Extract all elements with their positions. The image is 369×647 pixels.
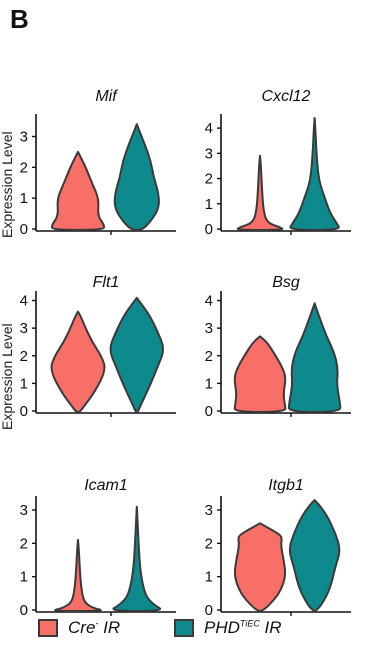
y-tick-label: 4 [205, 120, 213, 137]
violin-cre [236, 154, 284, 231]
legend-label-cre: Cre- IR [68, 618, 121, 637]
y-tick-label: 4 [205, 293, 213, 310]
violin-cre [50, 150, 106, 231]
panel-title: Itgb1 [268, 477, 304, 494]
y-tick-label: 0 [205, 602, 213, 619]
y-tick-label: 1 [205, 569, 213, 586]
y-tick-label: 3 [20, 320, 28, 337]
y-tick-label: 4 [20, 293, 28, 310]
violin-cre [54, 539, 102, 612]
y-tick-label: 2 [205, 535, 213, 552]
panel-title: Bsg [272, 274, 300, 291]
y-tick-label: 3 [205, 145, 213, 162]
y-tick-label: 2 [20, 535, 28, 552]
y-tick-label: 1 [205, 375, 213, 392]
y-tick-label: 2 [205, 348, 213, 365]
panel-itgb1: Itgb1 0 1 2 3 [205, 477, 351, 619]
violin-cre [233, 522, 287, 612]
violin-phd [109, 296, 165, 413]
violin-phd [289, 117, 340, 231]
y-tick-label: 0 [20, 602, 28, 619]
violin-phd [288, 499, 341, 612]
y-tick-label: 3 [20, 129, 28, 146]
panel-icam1: Icam1 0 1 2 3 [20, 477, 176, 619]
panel-title: Cxcl12 [262, 88, 311, 105]
panel-letter: B [10, 4, 29, 34]
legend-item-cre: Cre- IR [38, 618, 120, 638]
y-tick-label: 3 [20, 502, 28, 519]
y-tick-label: 3 [205, 320, 213, 337]
y-tick-label: 1 [20, 375, 28, 392]
panel-title: Mif [95, 88, 118, 105]
violin-phd [112, 505, 162, 612]
y-tick-label: 1 [205, 196, 213, 213]
y-tick-label: 2 [20, 159, 28, 176]
panel-title: Icam1 [84, 477, 128, 494]
y-tick-label: 0 [205, 221, 213, 238]
y-tick-label: 2 [20, 348, 28, 365]
violin-phd [287, 302, 342, 413]
legend-item-phd: PHDTiEC IR [174, 618, 282, 638]
y-tick-label: 2 [205, 171, 213, 188]
violin-phd [113, 123, 160, 231]
y-tick-label: 0 [20, 403, 28, 420]
y-tick-label: 3 [205, 502, 213, 519]
panel-flt1: Flt1 0 1 2 3 4 [20, 274, 176, 420]
y-tick-label: 0 [205, 403, 213, 420]
y-tick-label: 1 [20, 190, 28, 207]
legend-swatch-phd [174, 619, 194, 637]
panel-bsg: Bsg 0 1 2 3 4 [205, 274, 351, 420]
panel-mif: Mif 0 1 2 3 [20, 88, 176, 238]
panel-title: Flt1 [93, 274, 120, 291]
legend-label-phd: PHDTiEC IR [204, 618, 282, 637]
violin-cre [50, 310, 106, 413]
panel-cxcl12: Cxcl12 0 1 2 3 4 [205, 88, 351, 238]
y-tick-label: 0 [20, 221, 28, 238]
y-tick-label: 1 [20, 569, 28, 586]
legend-swatch-cre [38, 619, 58, 637]
violin-cre [233, 335, 287, 413]
